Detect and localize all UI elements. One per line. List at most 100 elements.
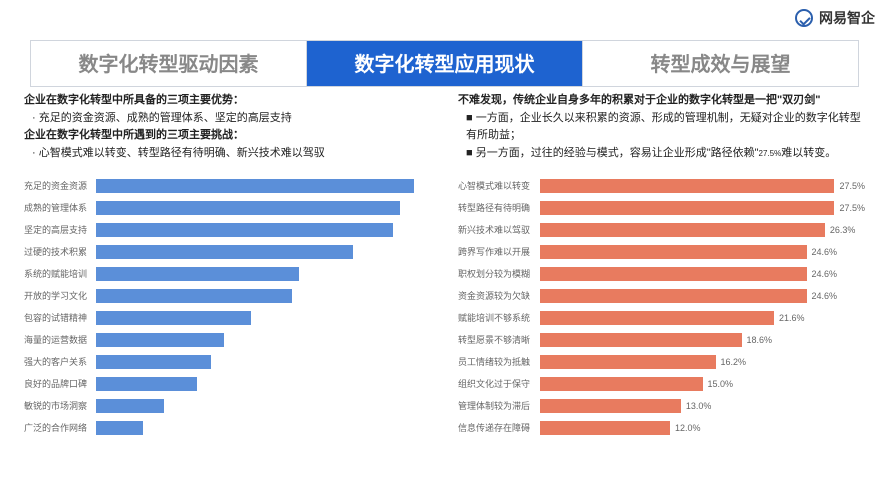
bar-label: 心智模式难以转变: [458, 179, 540, 192]
brand-name: 网易智企: [819, 8, 875, 28]
bar-row: 敏锐的市场洞察: [24, 396, 434, 415]
bar-label: 坚定的高层支持: [24, 223, 96, 236]
bar-track: 13.0%: [540, 399, 865, 413]
right-desc-line-1: 一方面，企业长久以来积累的资源、形成的管理机制，无疑对企业的数字化转型有所助益；: [466, 112, 861, 142]
bar-fill: [96, 201, 400, 215]
bar-row: 转型路径有待明确 27.5%: [458, 198, 865, 217]
bar-label: 强大的客户关系: [24, 355, 96, 368]
bar-label: 管理体制较为滞后: [458, 399, 540, 412]
left-desc-bold-1: 企业在数字化转型中所具备的三项主要优势：: [24, 94, 244, 106]
bar-fill: [96, 311, 251, 325]
bar-fill: [540, 179, 834, 193]
bar-fill: [540, 245, 807, 259]
bar-row: 管理体制较为滞后 13.0%: [458, 396, 865, 415]
bar-row: 成熟的管理体系: [24, 198, 434, 217]
bar-value: 24.6%: [812, 269, 838, 279]
bar-value: 27.5%: [839, 203, 865, 213]
bar-fill: [96, 223, 393, 237]
bar-row: 包容的试错精神: [24, 308, 434, 327]
left-desc-line-2: · 心智模式难以转变、转型路径有待明确、新兴技术难以驾驭: [24, 145, 434, 163]
bar-track: 27.5%: [540, 201, 865, 215]
right-desc-line-2-num: 27.5%: [759, 149, 782, 158]
left-column: 企业在数字化转型中所具备的三项主要优势： · 充足的资金资源、成熟的管理体系、坚…: [24, 92, 434, 440]
bar-fill: [540, 421, 670, 435]
bar-row: 信息传递存在障碍12.0%: [458, 418, 865, 437]
bar-track: 24.6%: [540, 245, 865, 259]
right-desc-line-2-pre: 另一方面，过往的经验与模式，容易让企业形成"路径依赖": [476, 147, 759, 159]
bar-fill: [96, 179, 414, 193]
bar-fill: [540, 355, 716, 369]
bar-row: 广泛的合作网络: [24, 418, 434, 437]
bar-fill: [96, 421, 143, 435]
bar-row: 资金资源较为欠缺24.6%: [458, 286, 865, 305]
bar-value: 13.0%: [686, 401, 712, 411]
right-desc-bold-1: 不难发现，传统企业自身多年的积累对于企业的数字化转型是一把"双刃剑": [458, 94, 820, 106]
bar-track: 15.0%: [540, 377, 865, 391]
bar-value: 27.5%: [839, 181, 865, 191]
left-desc-bold-2: 企业在数字化转型中所遇到的三项主要挑战：: [24, 129, 244, 141]
bar-row: 员工情绪较为抵触16.2%: [458, 352, 865, 371]
bar-row: 职权划分较为模糊24.6%: [458, 264, 865, 283]
bar-row: 坚定的高层支持: [24, 220, 434, 239]
bar-value: 26.3%: [830, 225, 856, 235]
bar-label: 系统的赋能培训: [24, 267, 96, 280]
bar-fill: [96, 267, 299, 281]
bar-fill: [96, 333, 224, 347]
tab-1[interactable]: 数字化转型应用现状: [307, 41, 583, 86]
right-chart: 心智模式难以转变 27.5% 转型路径有待明确 27.5% 新兴技术难以驾驭 26.3% 跨…: [458, 176, 865, 437]
bar-row: 新兴技术难以驾驭 26.3%: [458, 220, 865, 239]
bar-fill: [540, 289, 807, 303]
left-desc-line-1: · 充足的资金资源、成熟的管理体系、坚定的高层支持: [24, 110, 434, 128]
bar-fill: [540, 399, 681, 413]
bar-row: 转型愿景不够清晰18.6%: [458, 330, 865, 349]
bar-label: 包容的试错精神: [24, 311, 96, 324]
bar-label: 成熟的管理体系: [24, 201, 96, 214]
bar-row: 跨界写作难以开展 24.6%: [458, 242, 865, 261]
bar-track: 21.6%: [540, 311, 865, 325]
bar-track: 26.3%: [540, 223, 865, 237]
right-description: 不难发现，传统企业自身多年的积累对于企业的数字化转型是一把"双刃剑" ■ 一方面…: [458, 92, 865, 162]
bar-track: 24.6%: [540, 267, 865, 281]
bar-track: 16.2%: [540, 355, 865, 369]
bar-fill: [540, 311, 774, 325]
tab-0[interactable]: 数字化转型驱动因素: [31, 41, 307, 86]
bar-track: [96, 355, 434, 369]
bar-track: [96, 311, 434, 325]
bar-row: 充足的资金资源: [24, 176, 434, 195]
bar-track: [96, 267, 434, 281]
bar-label: 新兴技术难以驾驭: [458, 223, 540, 236]
bar-track: [96, 201, 434, 215]
bar-label: 转型路径有待明确: [458, 201, 540, 214]
bar-label: 赋能培训不够系统: [458, 311, 540, 324]
bar-fill: [540, 267, 807, 281]
left-description: 企业在数字化转型中所具备的三项主要优势： · 充足的资金资源、成熟的管理体系、坚…: [24, 92, 434, 162]
bar-track: 18.6%: [540, 333, 865, 347]
bar-value: 24.6%: [812, 247, 838, 257]
tab-2[interactable]: 转型成效与展望: [583, 41, 858, 86]
bar-row: 系统的赋能培训: [24, 264, 434, 283]
bar-fill: [540, 377, 703, 391]
bar-fill: [540, 201, 834, 215]
bar-row: 良好的品牌口碑: [24, 374, 434, 393]
bar-row: 强大的客户关系: [24, 352, 434, 371]
bar-track: [96, 399, 434, 413]
bar-track: 12.0%: [540, 421, 865, 435]
bar-label: 员工情绪较为抵触: [458, 355, 540, 368]
bar-track: [96, 223, 434, 237]
bar-fill: [96, 355, 211, 369]
left-chart: 充足的资金资源成熟的管理体系坚定的高层支持过硬的技术积累系统的赋能培训开放的学习…: [24, 176, 434, 437]
brand-header: 网易智企: [795, 8, 875, 28]
bar-value: 24.6%: [812, 291, 838, 301]
right-desc-line-2-post: 难以转变。: [781, 147, 836, 159]
bar-row: 心智模式难以转变 27.5%: [458, 176, 865, 195]
bar-track: [96, 245, 434, 259]
bar-row: 赋能培训不够系统21.6%: [458, 308, 865, 327]
bar-track: 24.6%: [540, 289, 865, 303]
bar-row: 海量的运营数据: [24, 330, 434, 349]
content: 企业在数字化转型中所具备的三项主要优势： · 充足的资金资源、成熟的管理体系、坚…: [24, 92, 865, 440]
right-column: 不难发现，传统企业自身多年的积累对于企业的数字化转型是一把"双刃剑" ■ 一方面…: [458, 92, 865, 440]
bar-label: 跨界写作难以开展: [458, 245, 540, 258]
bar-label: 良好的品牌口碑: [24, 377, 96, 390]
bar-track: [96, 179, 434, 193]
bar-label: 转型愿景不够清晰: [458, 333, 540, 346]
